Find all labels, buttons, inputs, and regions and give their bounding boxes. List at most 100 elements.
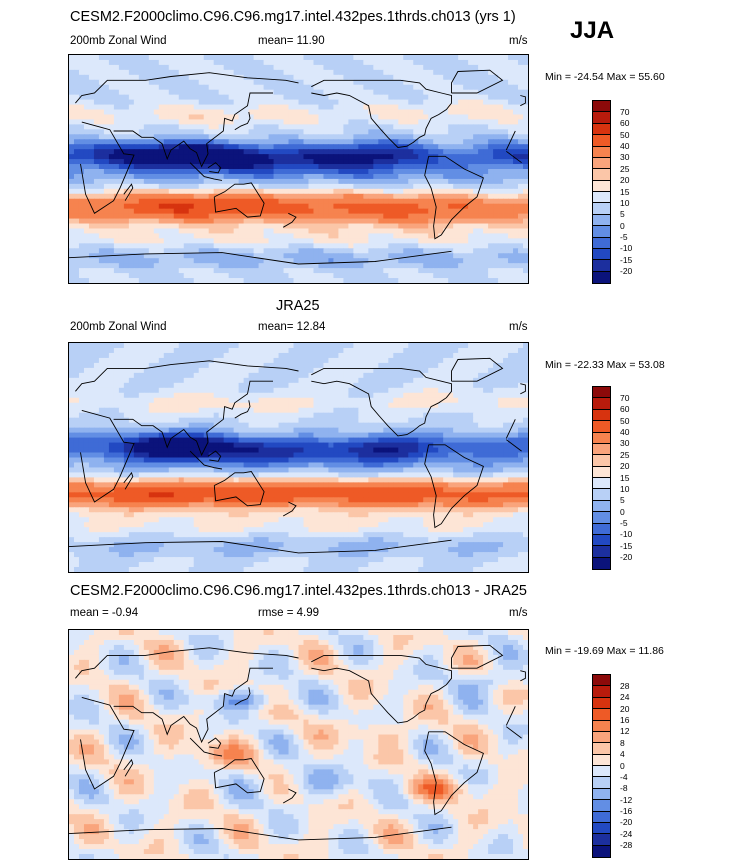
field-cell <box>278 253 285 259</box>
field-cell <box>278 188 285 195</box>
field-cell <box>238 228 245 235</box>
field-cell <box>488 139 494 145</box>
field-cell <box>203 59 210 66</box>
field-cell <box>238 109 245 116</box>
field-cell <box>113 55 120 61</box>
field-cell <box>448 173 454 180</box>
field-cell <box>233 253 240 259</box>
field-cell <box>138 104 145 111</box>
field-cell <box>168 258 175 264</box>
field-cell <box>438 367 444 374</box>
field-cell <box>408 129 414 135</box>
field-cell <box>188 362 195 369</box>
field-cell <box>293 178 300 185</box>
field-cell <box>403 362 409 369</box>
field-cell <box>263 59 270 66</box>
field-cell <box>218 159 225 165</box>
field-cell <box>348 173 354 180</box>
field-cell <box>298 169 305 175</box>
field-cell <box>298 243 305 249</box>
field-cell <box>458 268 464 274</box>
field-cell <box>473 144 479 150</box>
field-cell <box>273 55 280 61</box>
field-cell <box>353 278 359 283</box>
field-cell <box>273 357 280 364</box>
field-cell <box>503 149 509 155</box>
field-cell <box>203 343 210 349</box>
field-cell <box>318 178 325 185</box>
field-cell <box>108 99 115 106</box>
field-cell <box>393 178 399 185</box>
field-cell <box>493 183 499 190</box>
field-cell <box>283 372 290 379</box>
field-cell <box>88 352 95 359</box>
field-cell <box>113 164 120 170</box>
field-cell <box>358 198 364 205</box>
field-cell <box>143 357 150 364</box>
colorbar-swatch <box>593 237 610 249</box>
field-cell <box>258 377 265 384</box>
field-cell <box>448 343 454 349</box>
field-cell <box>433 89 439 96</box>
field-cell <box>283 377 290 384</box>
field-cell <box>418 164 424 170</box>
field-cell <box>148 154 155 160</box>
field-cell <box>118 69 125 76</box>
field-cell <box>298 352 305 359</box>
field-cell <box>238 178 245 185</box>
field-cell <box>69 64 75 71</box>
field-cell <box>423 104 429 111</box>
field-cell <box>218 233 225 239</box>
field-cell <box>148 139 155 145</box>
field-cell <box>408 278 414 283</box>
field-cell <box>373 69 379 76</box>
field-cell <box>313 124 320 130</box>
field-cell <box>423 89 429 96</box>
field-cell <box>438 347 444 354</box>
field-cell <box>113 367 120 374</box>
field-cell <box>318 139 325 145</box>
field-cell <box>93 64 100 71</box>
field-cell <box>133 183 140 190</box>
field-cell <box>298 278 305 283</box>
field-cell <box>398 203 404 210</box>
field-cell <box>138 89 145 96</box>
field-cell <box>418 238 424 244</box>
field-cell <box>203 213 210 220</box>
field-cell <box>103 223 110 230</box>
field-cell <box>453 59 459 66</box>
field-cell <box>513 89 519 96</box>
field-cell <box>393 79 399 86</box>
field-cell <box>418 89 424 96</box>
field-cell <box>313 164 320 170</box>
field-cell <box>83 64 90 71</box>
field-cell <box>208 149 215 155</box>
field-cell <box>468 362 474 369</box>
field-cell <box>508 258 514 264</box>
field-cell <box>283 228 290 235</box>
field-cell <box>88 198 95 205</box>
field-cell <box>118 149 125 155</box>
field-cell <box>328 273 335 279</box>
field-cell <box>93 347 100 354</box>
field-cell <box>328 64 335 71</box>
field-cell <box>513 357 519 364</box>
field-cell <box>243 228 250 235</box>
field-cell <box>318 362 325 369</box>
season-label: JJA <box>570 17 615 44</box>
field-cell <box>343 69 349 76</box>
field-cell <box>133 139 140 145</box>
field-cell <box>438 159 444 165</box>
field-cell <box>138 169 145 175</box>
field-cell <box>113 94 120 101</box>
field-cell <box>103 268 110 274</box>
field-cell <box>103 159 110 165</box>
field-cell <box>328 357 335 364</box>
field-cell <box>348 278 354 283</box>
field-cell <box>178 352 185 359</box>
field-cell <box>123 243 130 249</box>
field-cell <box>468 178 474 185</box>
field-cell <box>508 203 514 210</box>
field-cell <box>383 109 389 116</box>
field-cell <box>313 223 320 230</box>
